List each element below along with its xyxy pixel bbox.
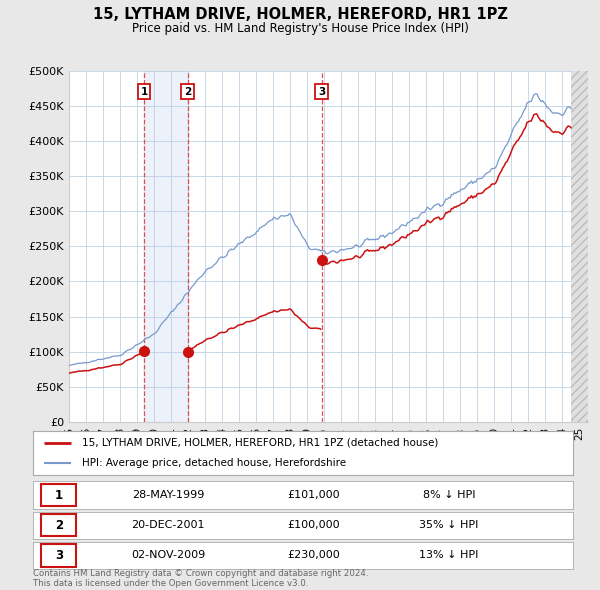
Text: 1: 1 bbox=[140, 87, 148, 97]
Text: 3: 3 bbox=[55, 549, 63, 562]
Text: 3: 3 bbox=[318, 87, 325, 97]
Text: 20-DEC-2001: 20-DEC-2001 bbox=[131, 520, 205, 530]
Text: 2: 2 bbox=[184, 87, 191, 97]
Text: 13% ↓ HPI: 13% ↓ HPI bbox=[419, 550, 478, 560]
Text: 02-NOV-2009: 02-NOV-2009 bbox=[131, 550, 205, 560]
Text: 15, LYTHAM DRIVE, HOLMER, HEREFORD, HR1 1PZ: 15, LYTHAM DRIVE, HOLMER, HEREFORD, HR1 … bbox=[92, 7, 508, 22]
Bar bbox=[144, 71, 188, 422]
Text: Contains HM Land Registry data © Crown copyright and database right 2024.
This d: Contains HM Land Registry data © Crown c… bbox=[33, 569, 368, 588]
Text: 15, LYTHAM DRIVE, HOLMER, HEREFORD, HR1 1PZ (detached house): 15, LYTHAM DRIVE, HOLMER, HEREFORD, HR1 … bbox=[82, 438, 438, 448]
Bar bbox=[571, 71, 596, 422]
Text: £101,000: £101,000 bbox=[287, 490, 340, 500]
Text: HPI: Average price, detached house, Herefordshire: HPI: Average price, detached house, Here… bbox=[82, 458, 346, 468]
Text: £230,000: £230,000 bbox=[287, 550, 340, 560]
Text: 35% ↓ HPI: 35% ↓ HPI bbox=[419, 520, 478, 530]
Text: 28-MAY-1999: 28-MAY-1999 bbox=[132, 490, 204, 500]
FancyBboxPatch shape bbox=[41, 484, 76, 506]
Text: Price paid vs. HM Land Registry's House Price Index (HPI): Price paid vs. HM Land Registry's House … bbox=[131, 22, 469, 35]
Text: 2: 2 bbox=[55, 519, 63, 532]
FancyBboxPatch shape bbox=[41, 544, 76, 566]
FancyBboxPatch shape bbox=[41, 514, 76, 536]
Text: £100,000: £100,000 bbox=[287, 520, 340, 530]
Text: 1: 1 bbox=[55, 489, 63, 502]
Text: 8% ↓ HPI: 8% ↓ HPI bbox=[422, 490, 475, 500]
